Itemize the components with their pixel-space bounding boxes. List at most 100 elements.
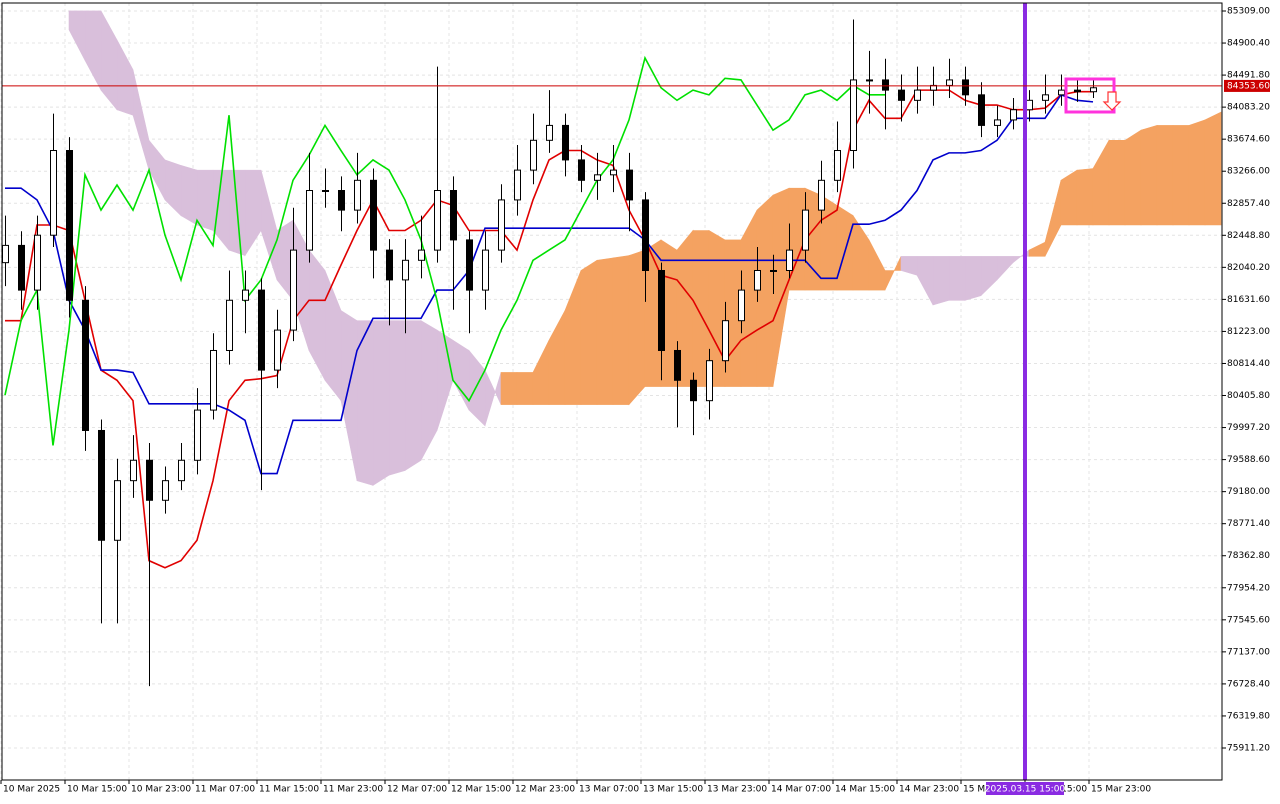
indicator-line bbox=[5, 93, 1094, 475]
candle-body bbox=[354, 179, 361, 211]
x-tick-label: 11 Mar 23:00 bbox=[323, 785, 383, 795]
y-tick-label: 82857.40 bbox=[1227, 199, 1270, 209]
y-tick-label: 76728.40 bbox=[1227, 679, 1270, 689]
grid-layer bbox=[0, 3, 1222, 780]
x-tick-label: 10 Mar 2025 bbox=[3, 785, 60, 795]
y-tick-label: 79180.00 bbox=[1227, 487, 1270, 497]
cloud-segment bbox=[836, 204, 854, 291]
cloud-segment bbox=[372, 320, 390, 486]
cloud-segment bbox=[1124, 129, 1142, 226]
candle-body bbox=[146, 459, 153, 501]
current-price-label: 84353.60 bbox=[1227, 81, 1270, 91]
y-tick-label: 82448.80 bbox=[1227, 231, 1270, 241]
y-tick-label: 75911.20 bbox=[1227, 743, 1270, 753]
candle-body bbox=[98, 429, 105, 541]
time-marker-label: 2025.03.15 15:00 bbox=[985, 785, 1066, 795]
y-tick-label: 78771.40 bbox=[1227, 519, 1270, 529]
cloud-segment bbox=[948, 256, 966, 301]
current-price-box bbox=[1224, 79, 1270, 92]
cloud-segment bbox=[500, 372, 518, 405]
candle-body bbox=[898, 89, 905, 101]
candle-body bbox=[770, 269, 777, 272]
candle-body bbox=[130, 459, 137, 482]
candle-body bbox=[274, 329, 281, 371]
plot-border bbox=[1, 2, 1223, 781]
candle-body bbox=[418, 249, 425, 261]
candle-body bbox=[338, 190, 345, 211]
x-tick-label: 13 Mar 07:00 bbox=[579, 785, 639, 795]
x-tick-label: 12 Mar 07:00 bbox=[387, 785, 447, 795]
candle-body bbox=[706, 360, 713, 402]
cloud-segment bbox=[388, 320, 406, 476]
sell-arrow bbox=[1102, 91, 1122, 111]
candle-body bbox=[1010, 109, 1017, 121]
candle-body bbox=[914, 89, 921, 101]
cloud-segment bbox=[612, 255, 630, 405]
candle-body bbox=[498, 199, 505, 251]
cloud-segment bbox=[580, 259, 598, 405]
x-tick-label: 14 Mar 07:00 bbox=[771, 785, 831, 795]
candle-body bbox=[242, 289, 249, 301]
x-tick-label: 15 Mar 23:00 bbox=[1091, 785, 1151, 795]
candle-body bbox=[530, 139, 537, 171]
y-tick-label: 78362.80 bbox=[1227, 551, 1270, 561]
cloud-segment bbox=[596, 257, 614, 405]
candle-body bbox=[290, 249, 297, 331]
indicator-line bbox=[4, 55, 885, 446]
y-tick-label: 77954.20 bbox=[1227, 583, 1270, 593]
candle-body bbox=[1058, 89, 1065, 96]
candle-body bbox=[50, 150, 57, 236]
candle-body bbox=[370, 179, 377, 251]
candle-body bbox=[210, 349, 217, 411]
candle-body bbox=[482, 249, 489, 291]
x-tick-label: 13 Mar 23:00 bbox=[707, 785, 767, 795]
candle-body bbox=[882, 79, 889, 91]
y-tick-label: 84083.20 bbox=[1227, 103, 1270, 113]
candle-body bbox=[690, 379, 697, 402]
candle-body bbox=[754, 269, 761, 291]
candle-body bbox=[978, 94, 985, 126]
candle-body bbox=[1074, 89, 1081, 93]
candle-body bbox=[82, 299, 89, 431]
y-tick-label: 80814.40 bbox=[1227, 359, 1270, 369]
x-tick-label: 12 Mar 23:00 bbox=[515, 785, 575, 795]
candle-body bbox=[626, 169, 633, 201]
y-tick-label: 79997.20 bbox=[1227, 423, 1270, 433]
candle-body bbox=[562, 124, 569, 161]
candle-body bbox=[786, 249, 793, 271]
cloud-segment bbox=[516, 372, 534, 405]
candle-body bbox=[546, 124, 553, 141]
y-tick-label: 77137.00 bbox=[1227, 647, 1270, 657]
candle-body bbox=[930, 84, 937, 91]
candle-body bbox=[114, 480, 121, 541]
candle-body bbox=[2, 244, 9, 264]
candle-layer bbox=[2, 19, 1097, 687]
y-tick-label: 76319.80 bbox=[1227, 711, 1270, 721]
candle-body bbox=[306, 190, 313, 251]
y-tick-label: 79588.60 bbox=[1227, 455, 1270, 465]
y-tick-label: 81631.60 bbox=[1227, 295, 1270, 305]
candle-body bbox=[226, 299, 233, 351]
cloud-segment bbox=[1108, 140, 1126, 226]
candle-body bbox=[450, 190, 457, 241]
x-tick-label: 11 Mar 15:00 bbox=[259, 785, 319, 795]
cloud-segment bbox=[964, 256, 982, 301]
y-tick-label: 80405.80 bbox=[1227, 391, 1270, 401]
candle-body bbox=[1090, 87, 1097, 93]
candle-body bbox=[994, 119, 1001, 126]
candle-body bbox=[1042, 94, 1049, 101]
candle-body bbox=[514, 169, 521, 201]
candle-body bbox=[962, 79, 969, 96]
candle-body bbox=[386, 249, 393, 281]
candle-body bbox=[674, 349, 681, 381]
x-tick-label: 10 Mar 15:00 bbox=[67, 785, 127, 795]
candle-body bbox=[466, 239, 473, 291]
indicator-line bbox=[5, 89, 1093, 569]
cloud-segment bbox=[756, 194, 774, 387]
cloud-segment bbox=[180, 165, 198, 226]
x-tick-label: 13 Mar 15:00 bbox=[643, 785, 703, 795]
candle-body bbox=[18, 244, 25, 291]
candle-body bbox=[834, 150, 841, 181]
candle-body bbox=[610, 169, 617, 176]
